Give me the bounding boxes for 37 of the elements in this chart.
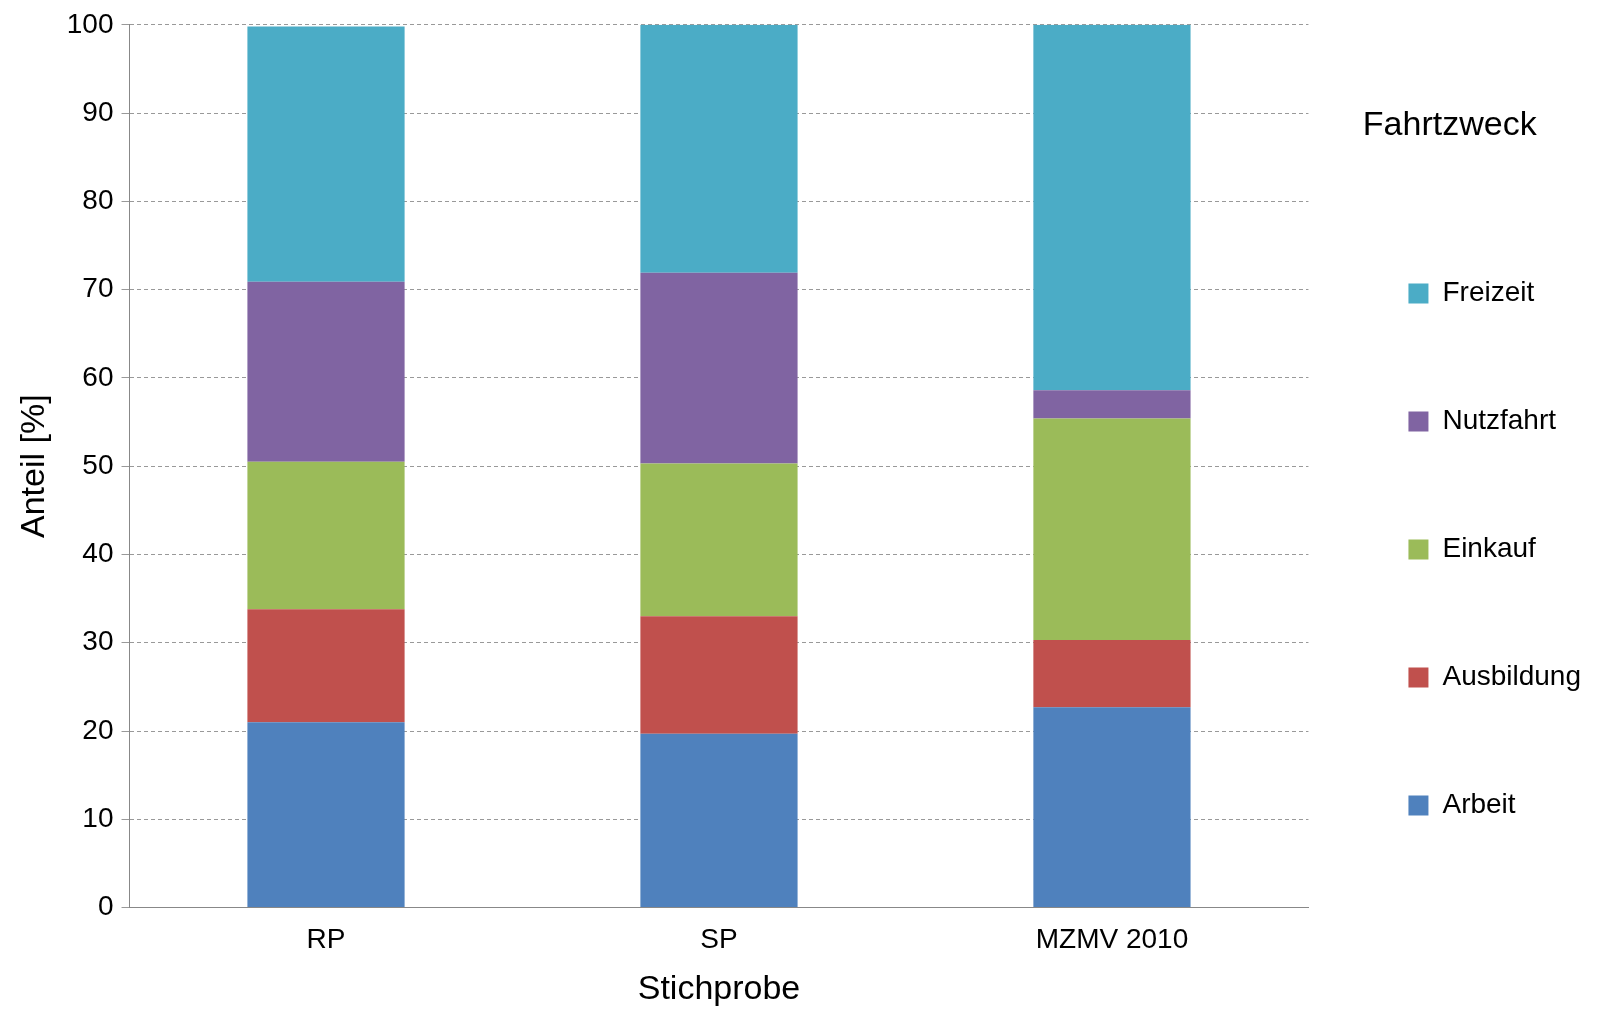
legend-label: Ausbildung	[1442, 660, 1582, 692]
bar	[247, 609, 405, 723]
bar	[1033, 390, 1191, 419]
y-tick-label: 10	[82, 802, 114, 834]
bar	[247, 281, 405, 462]
bar	[640, 272, 798, 464]
bar	[640, 616, 798, 734]
bar	[640, 463, 798, 617]
bar	[640, 24, 798, 273]
bar	[247, 461, 405, 610]
x-tick-label: SP	[700, 923, 738, 955]
x-tick-label: MZMV 2010	[1035, 923, 1189, 955]
bar	[640, 733, 798, 908]
bar	[1033, 707, 1191, 908]
y-tick-label: 50	[82, 448, 114, 480]
y-tick-label: 70	[82, 272, 114, 304]
legend-label: Arbeit	[1442, 788, 1516, 820]
y-tick-label: 60	[82, 360, 114, 392]
x-axis-title: Stichprobe	[637, 967, 801, 1006]
legend-label: Freizeit	[1442, 276, 1535, 308]
y-tick-label: 100	[66, 7, 114, 39]
bar	[1033, 24, 1191, 391]
legend-title: Fahrtzweck	[1362, 103, 1538, 142]
bar	[247, 26, 405, 282]
legend-label: Einkauf	[1442, 532, 1537, 564]
y-tick-label: 80	[82, 184, 114, 216]
y-axis-title: Anteil [%]	[12, 394, 51, 539]
y-tick-label: 0	[97, 890, 114, 922]
x-tick-label: RP	[306, 923, 346, 955]
legend-label: Nutzfahrt	[1442, 404, 1557, 436]
bar	[1033, 640, 1191, 708]
y-tick-label: 40	[82, 537, 114, 569]
y-tick-label: 20	[82, 713, 114, 745]
bar	[247, 722, 405, 908]
y-tick-label: 30	[82, 625, 114, 657]
bar	[1033, 418, 1191, 641]
y-tick-label: 90	[82, 95, 114, 127]
